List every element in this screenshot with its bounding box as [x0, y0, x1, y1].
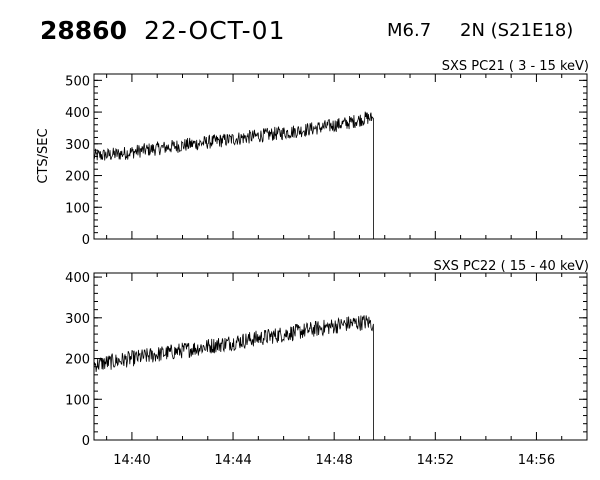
x-tick-label: 14:56: [518, 453, 555, 468]
x-tick-label: 14:52: [417, 453, 454, 468]
panel-title-1: SXS PC21 ( 3 - 15 keV): [442, 59, 589, 74]
y-tick-label: 0: [82, 233, 90, 248]
goes-class: M6.7: [387, 20, 432, 41]
optical-class-location: 2N (S21E18): [460, 20, 574, 41]
x-tick-label: 14:44: [214, 453, 251, 468]
y-tick-label: 100: [65, 393, 90, 408]
plot-frame-2: [93, 272, 588, 441]
y-tick-label: 200: [65, 353, 90, 368]
y-tick-label: 0: [82, 434, 90, 449]
x-tick-label: 14:40: [113, 453, 150, 468]
y-tick-label: 300: [65, 312, 90, 327]
plot-frame-1: [93, 73, 588, 240]
y-tick-label: 200: [65, 170, 90, 185]
panel-title-2: SXS PC22 ( 15 - 40 keV): [433, 259, 589, 274]
event-date: 22-OCT-01: [144, 16, 286, 45]
count-rate-series-2: [93, 315, 374, 440]
y-tick-label: 100: [65, 201, 90, 216]
y-tick-label: 500: [65, 74, 90, 89]
count-rate-series-1: [93, 111, 374, 239]
x-tick-label: 14:48: [315, 453, 352, 468]
y-tick-label: 300: [65, 138, 90, 153]
y-tick-label: 400: [65, 106, 90, 121]
y-tick-label: 400: [65, 271, 90, 286]
y-axis-label: CTS/SEC: [36, 128, 51, 183]
event-number: 28860: [40, 16, 127, 45]
